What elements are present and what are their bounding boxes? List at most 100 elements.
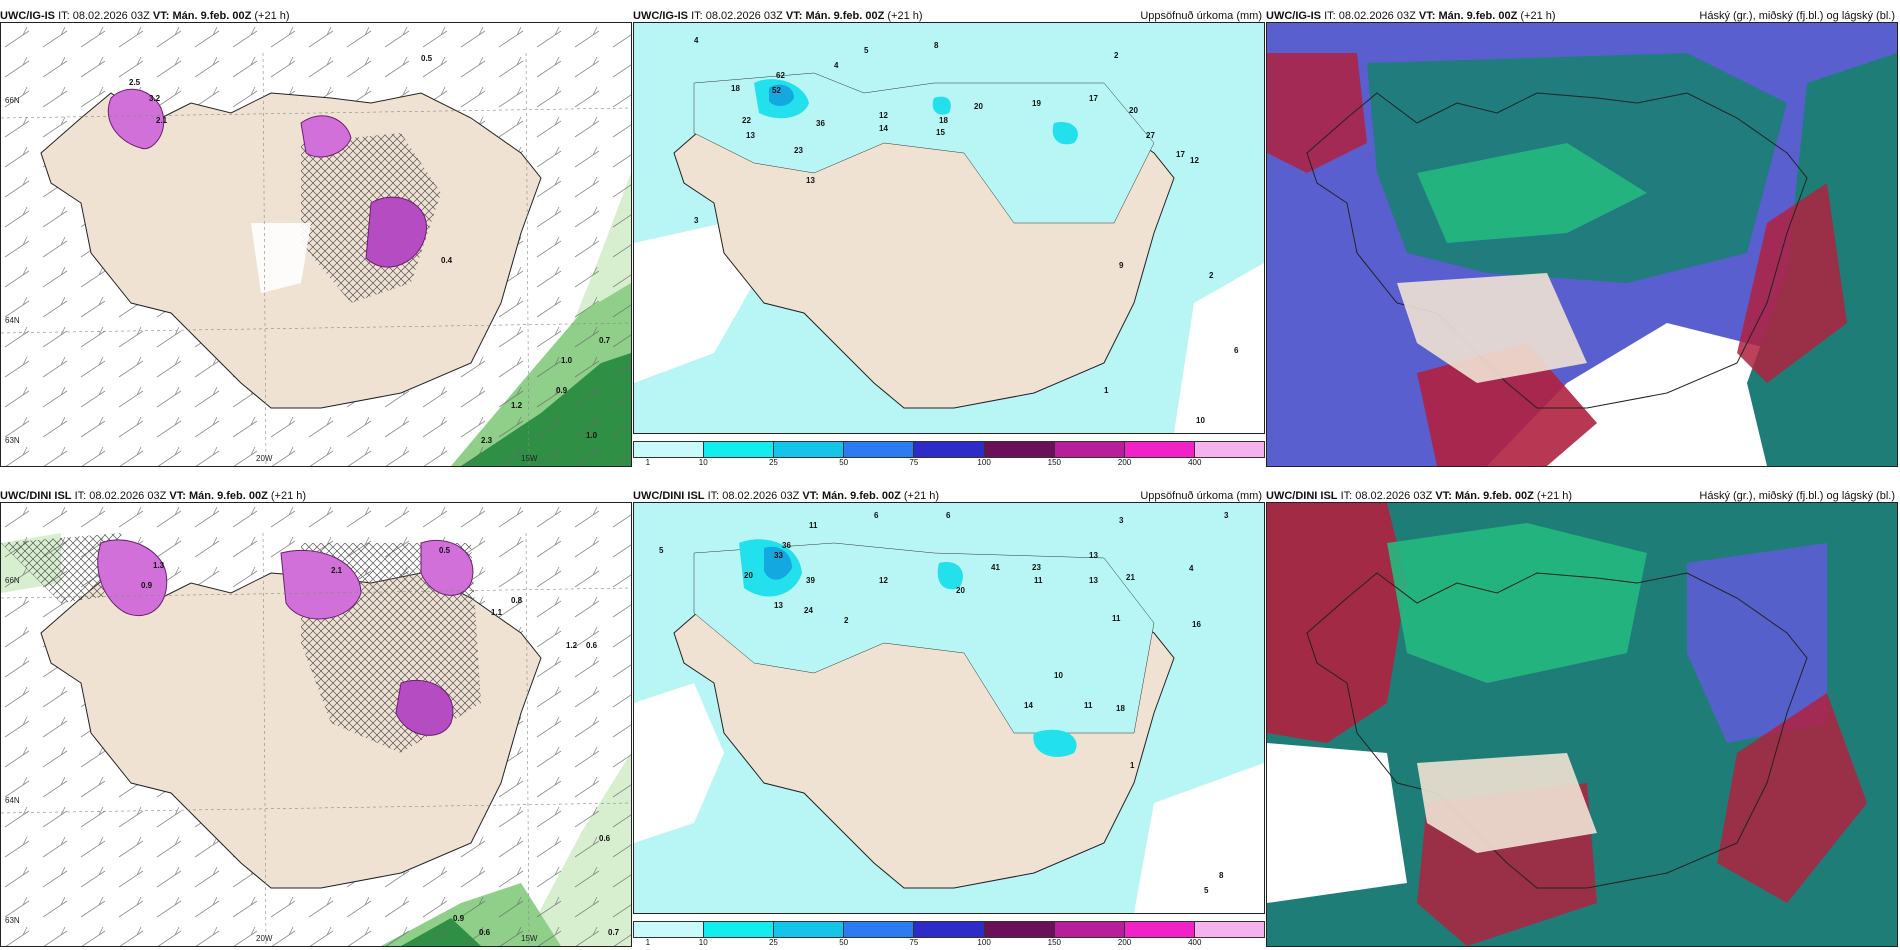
snow-value: 0.5	[439, 546, 451, 555]
precip-map-svg: 4 5 4 8 2 18 52 62 13 22 36 23 12 14 18 …	[634, 23, 1264, 433]
legend-tick-label: 50	[839, 938, 849, 947]
vt-value: Mán. 9.feb. 00Z	[1454, 490, 1534, 502]
precip-value: 13	[1089, 576, 1098, 585]
precip-value: 2	[844, 616, 849, 625]
precip-map[interactable]: 11 6 6 5 2 3 4 3 33 36 39 20 13 24 12 20…	[633, 502, 1265, 914]
vt-label: VT:	[1418, 10, 1436, 22]
precip-value: 36	[816, 119, 825, 128]
vt-label: VT:	[1435, 490, 1452, 502]
panel-title: UWC/IG-IS IT: 08.02.2026 03Z VT: Mán. 9.…	[0, 0, 632, 28]
precip-value: 4	[1189, 564, 1194, 573]
dry-area-west	[634, 683, 724, 843]
grid-lon-15w	[525, 52, 530, 466]
vt-value: Mán. 9.feb. 00Z	[805, 10, 885, 22]
precip-value: 10	[1196, 416, 1205, 425]
precip-value: 20	[744, 571, 753, 580]
it-label: IT:	[1324, 10, 1336, 22]
snow-value: 2.1	[156, 116, 168, 125]
legend-tick-label: 25	[768, 938, 778, 947]
legend-swatch	[1054, 922, 1125, 937]
snow-map-svg: 66N 64N 63N 20W 15W 0.5 0.7 1.0 0.9 1.2 …	[1, 23, 631, 466]
precip-value: 27	[1146, 131, 1155, 140]
precip-value: 5	[1204, 886, 1209, 895]
precip-value: 3	[1224, 511, 1229, 520]
glacier-white	[251, 223, 311, 293]
snow-value: 2.5	[129, 78, 141, 87]
cloud-map-svg	[1267, 23, 1897, 466]
snow-value: 1.3	[153, 561, 165, 570]
precip-value: 52	[772, 86, 781, 95]
iceland-outline	[1306, 572, 1808, 889]
high-cloud-green	[1387, 523, 1647, 683]
legend-tick-label: 10	[698, 938, 708, 947]
panel-igis-cloud: UWC/IG-IS IT: 08.02.2026 03Z VT: Mán. 9.…	[1266, 0, 1898, 467]
legend-swatch	[914, 922, 985, 937]
precip-value: 6	[1234, 346, 1239, 355]
clear-area-west	[1267, 743, 1407, 903]
snow-area-north	[300, 115, 352, 158]
legend-swatch	[1194, 442, 1264, 457]
model-name: UWC/DINI ISL	[0, 490, 72, 502]
precip-value: 12	[879, 111, 888, 120]
panel-dini-snow: UWC/DINI ISL IT: 08.02.2026 03Z VT: Mán.…	[0, 480, 632, 947]
it-label: IT:	[74, 490, 87, 502]
vt-label: VT:	[802, 490, 819, 502]
lat-label: 64N	[5, 316, 20, 325]
snow-value: 0.6	[586, 641, 598, 650]
precip-value: 8	[934, 41, 939, 50]
lead-time: (+21 h)	[254, 10, 290, 22]
snow-map[interactable]: 66N 64N 63N 20W 15W 0.5 0.8 1.1 1.2 0.6 …	[0, 502, 632, 947]
snow-value: 2.1	[331, 566, 343, 575]
precip-legend: 1 10 25 50 75 100 150 200 400	[633, 921, 1265, 947]
precip-value: 36	[782, 541, 791, 550]
legend-swatch	[774, 442, 845, 457]
snow-value: 1.2	[511, 401, 523, 410]
precip-value: 3	[694, 216, 699, 225]
precip-value: 33	[774, 551, 783, 560]
legend-swatch	[1054, 442, 1125, 457]
panel-title: UWC/IG-IS IT: 08.02.2026 03Z VT: Mán. 9.…	[633, 0, 1265, 28]
snow-area-northwest	[97, 539, 168, 617]
map-title: Uppsöfnuð úrkoma (mm)	[1140, 10, 1262, 22]
lat-label: 63N	[5, 916, 20, 925]
dry-area-southeast	[1174, 263, 1264, 433]
legend-ticks: 1 10 25 50 75 100 150 200 400	[633, 458, 1265, 467]
legend-tick-label: 10	[698, 458, 708, 467]
snow-value: 0.4	[441, 256, 453, 265]
panel-title: UWC/DINI ISL IT: 08.02.2026 03Z VT: Mán.…	[0, 480, 632, 508]
legend-tick-label: 150	[1047, 938, 1062, 947]
legend-tick-label: 25	[768, 458, 778, 467]
it-label: IT:	[691, 10, 703, 22]
panel-title: UWC/DINI ISL IT: 08.02.2026 03Z VT: Mán.…	[633, 480, 1265, 508]
snow-map[interactable]: 66N 64N 63N 20W 15W 0.5 0.7 1.0 0.9 1.2 …	[0, 22, 632, 467]
precip-value: 11	[1034, 576, 1043, 585]
precip-value: 24	[804, 606, 813, 615]
grid-lon-20w	[262, 532, 267, 946]
legend-swatch	[984, 442, 1055, 457]
cloud-map[interactable]	[1266, 502, 1898, 947]
precip-map[interactable]: 4 5 4 8 2 18 52 62 13 22 36 23 12 14 18 …	[633, 22, 1265, 434]
precip-value: 11	[809, 521, 818, 530]
precip-value: 10	[1054, 671, 1063, 680]
precip-value: 4	[694, 36, 699, 45]
precip-value: 8	[1219, 871, 1224, 880]
lat-label: 66N	[5, 96, 20, 105]
precip-area-north	[932, 96, 951, 115]
panel-igis-snow: UWC/IG-IS IT: 08.02.2026 03Z VT: Mán. 9.…	[0, 0, 632, 467]
panel-igis-precip: UWC/IG-IS IT: 08.02.2026 03Z VT: Mán. 9.…	[633, 0, 1265, 467]
precip-area-north	[937, 562, 963, 590]
legend-tick-label: 400	[1188, 458, 1202, 467]
mid-cloud-red-northwest	[1267, 53, 1367, 173]
legend-tick-label: 1	[645, 458, 651, 467]
panel-title: UWC/IG-IS IT: 08.02.2026 03Z VT: Mán. 9.…	[1266, 0, 1898, 28]
precip-value: 18	[731, 84, 740, 93]
precip-value: 39	[806, 576, 815, 585]
cloud-map[interactable]	[1266, 22, 1898, 467]
precip-coverage-north	[693, 542, 1155, 734]
lead-time: (+21 h)	[1536, 490, 1573, 502]
precip-coverage-north	[693, 72, 1155, 224]
legend-swatch	[634, 442, 705, 457]
precip-value: 21	[1126, 573, 1135, 582]
legend-tick-label: 100	[977, 938, 991, 947]
snow-value: 0.6	[599, 834, 611, 843]
